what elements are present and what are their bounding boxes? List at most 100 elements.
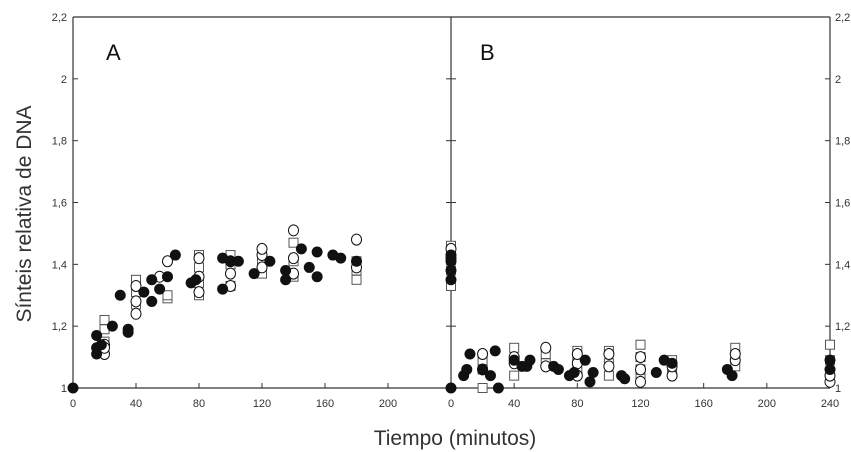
data-point-open-circle [256, 261, 268, 274]
x-tick-label: 160 [316, 398, 334, 410]
data-point-filled-circle [587, 367, 599, 379]
data-point-open-circle [162, 255, 173, 268]
data-point-filled-circle [154, 283, 166, 295]
data-point-filled-circle [552, 363, 564, 375]
data-point-open-circle [130, 295, 142, 308]
data-point-filled-circle [579, 354, 591, 366]
y-tick-label-left: 1 [61, 383, 67, 395]
panel-label: A [106, 40, 121, 65]
data-point-open-circle [256, 242, 268, 255]
x-tick-label: 120 [631, 398, 649, 410]
data-point-filled-circle [232, 255, 244, 267]
data-point-filled-circle [464, 348, 476, 360]
data-point-open-circle [635, 375, 646, 388]
data-point-open-circle [603, 360, 615, 373]
data-point-filled-circle [524, 354, 536, 366]
data-point-open-circle [193, 252, 205, 265]
data-point-open-square [825, 339, 835, 350]
x-axis-title: Tiempo (minutos) [374, 427, 537, 450]
data-point-open-square [288, 237, 299, 248]
data-point-filled-circle [445, 382, 457, 394]
y-tick-label-right: 1,8 [835, 136, 850, 148]
x-tick-label: 120 [253, 398, 271, 410]
y-tick-label-left: 1,2 [52, 321, 67, 333]
x-tick-label: 160 [694, 398, 712, 410]
data-point-filled-circle [311, 246, 323, 258]
x-tick-label: 0 [448, 398, 454, 410]
y-tick-label-left: 1,8 [52, 136, 67, 148]
y-tick-label-right: 1,6 [835, 198, 850, 210]
data-point-filled-circle [650, 367, 662, 379]
data-point-filled-circle [169, 249, 181, 261]
data-point-open-circle [729, 347, 741, 360]
data-point-filled-circle [311, 271, 323, 283]
data-point-filled-circle [295, 243, 307, 255]
x-tick-label: 80 [571, 398, 583, 410]
panel-label: B [480, 40, 495, 65]
y-tick-label-right: 1 [835, 383, 841, 395]
x-tick-label: 80 [193, 398, 205, 410]
data-point-open-circle [635, 351, 646, 364]
data-point-filled-circle [190, 274, 202, 286]
data-point-open-circle [351, 233, 362, 246]
data-point-filled-circle [824, 354, 836, 366]
data-point-open-square [603, 370, 614, 381]
data-point-open-circle [225, 267, 236, 280]
data-point-filled-circle [264, 255, 276, 267]
data-point-filled-circle [461, 363, 473, 375]
data-point-open-square [477, 383, 488, 393]
data-point-filled-circle [445, 249, 457, 261]
y-tick-label-left: 2 [61, 74, 67, 86]
y-axis-right: 1 1,2 1,4 1,6 1,8 2 2,2 [451, 12, 850, 395]
data-point-filled-circle [584, 376, 596, 388]
data-point-filled-circle [91, 329, 103, 341]
data-point-open-square [635, 339, 646, 350]
data-point-filled-circle [568, 367, 580, 379]
data-point-open-circle [571, 347, 583, 360]
y-tick-label-left: 1,4 [52, 259, 67, 271]
data-point-open-square [194, 262, 204, 273]
data-point-filled-circle [67, 382, 79, 394]
data-point-filled-circle [445, 274, 457, 286]
x-tick-label: 200 [758, 398, 776, 410]
data-point-open-circle [130, 279, 142, 292]
data-point-open-circle [193, 286, 205, 299]
data-point-open-circle [288, 252, 299, 265]
data-point-open-circle [603, 347, 615, 360]
data-point-filled-circle [666, 357, 678, 369]
data-point-filled-circle [122, 323, 134, 335]
x-tick-label: 40 [130, 398, 142, 410]
y-tick-label-right: 2 [835, 74, 841, 86]
data-point-open-circle [130, 307, 142, 320]
y-tick-label-right: 2,2 [835, 12, 850, 24]
y-tick-label-right: 1,2 [835, 321, 850, 333]
x-tick-label: 200 [379, 398, 397, 410]
data-point-filled-circle [484, 370, 496, 382]
y-axis-title: Sínteis relativa de DNA [13, 105, 36, 322]
y-tick-label-right: 1,4 [835, 259, 850, 271]
data-point-open-circle [540, 341, 552, 354]
data-point-filled-circle [492, 382, 504, 394]
data-point-filled-circle [726, 370, 738, 382]
data-point-open-circle [477, 347, 489, 360]
data-point-filled-circle [351, 255, 362, 267]
data-point-open-square [509, 342, 520, 353]
data-point-filled-circle [146, 274, 158, 286]
x-tick-label: 40 [508, 398, 520, 410]
data-point-filled-circle [146, 295, 158, 307]
panel-a: A 0 40 80 120 160 200 [67, 40, 397, 410]
data-point-filled-circle [477, 363, 489, 375]
data-point-filled-circle [138, 286, 150, 298]
data-point-filled-circle [445, 265, 457, 277]
y-tick-label-left: 1,6 [52, 198, 67, 210]
data-point-filled-circle [619, 373, 631, 385]
x-tick-label: 0 [70, 398, 76, 410]
data-point-open-square [509, 370, 520, 381]
y-tick-label-left: 2,2 [52, 12, 67, 24]
panel-b: B 0 40 80 120 160 200 240 [445, 40, 839, 410]
data-point-open-circle [288, 224, 299, 237]
data-point-open-square [162, 290, 173, 301]
data-point-filled-circle [335, 252, 347, 264]
data-point-filled-circle [303, 261, 315, 273]
